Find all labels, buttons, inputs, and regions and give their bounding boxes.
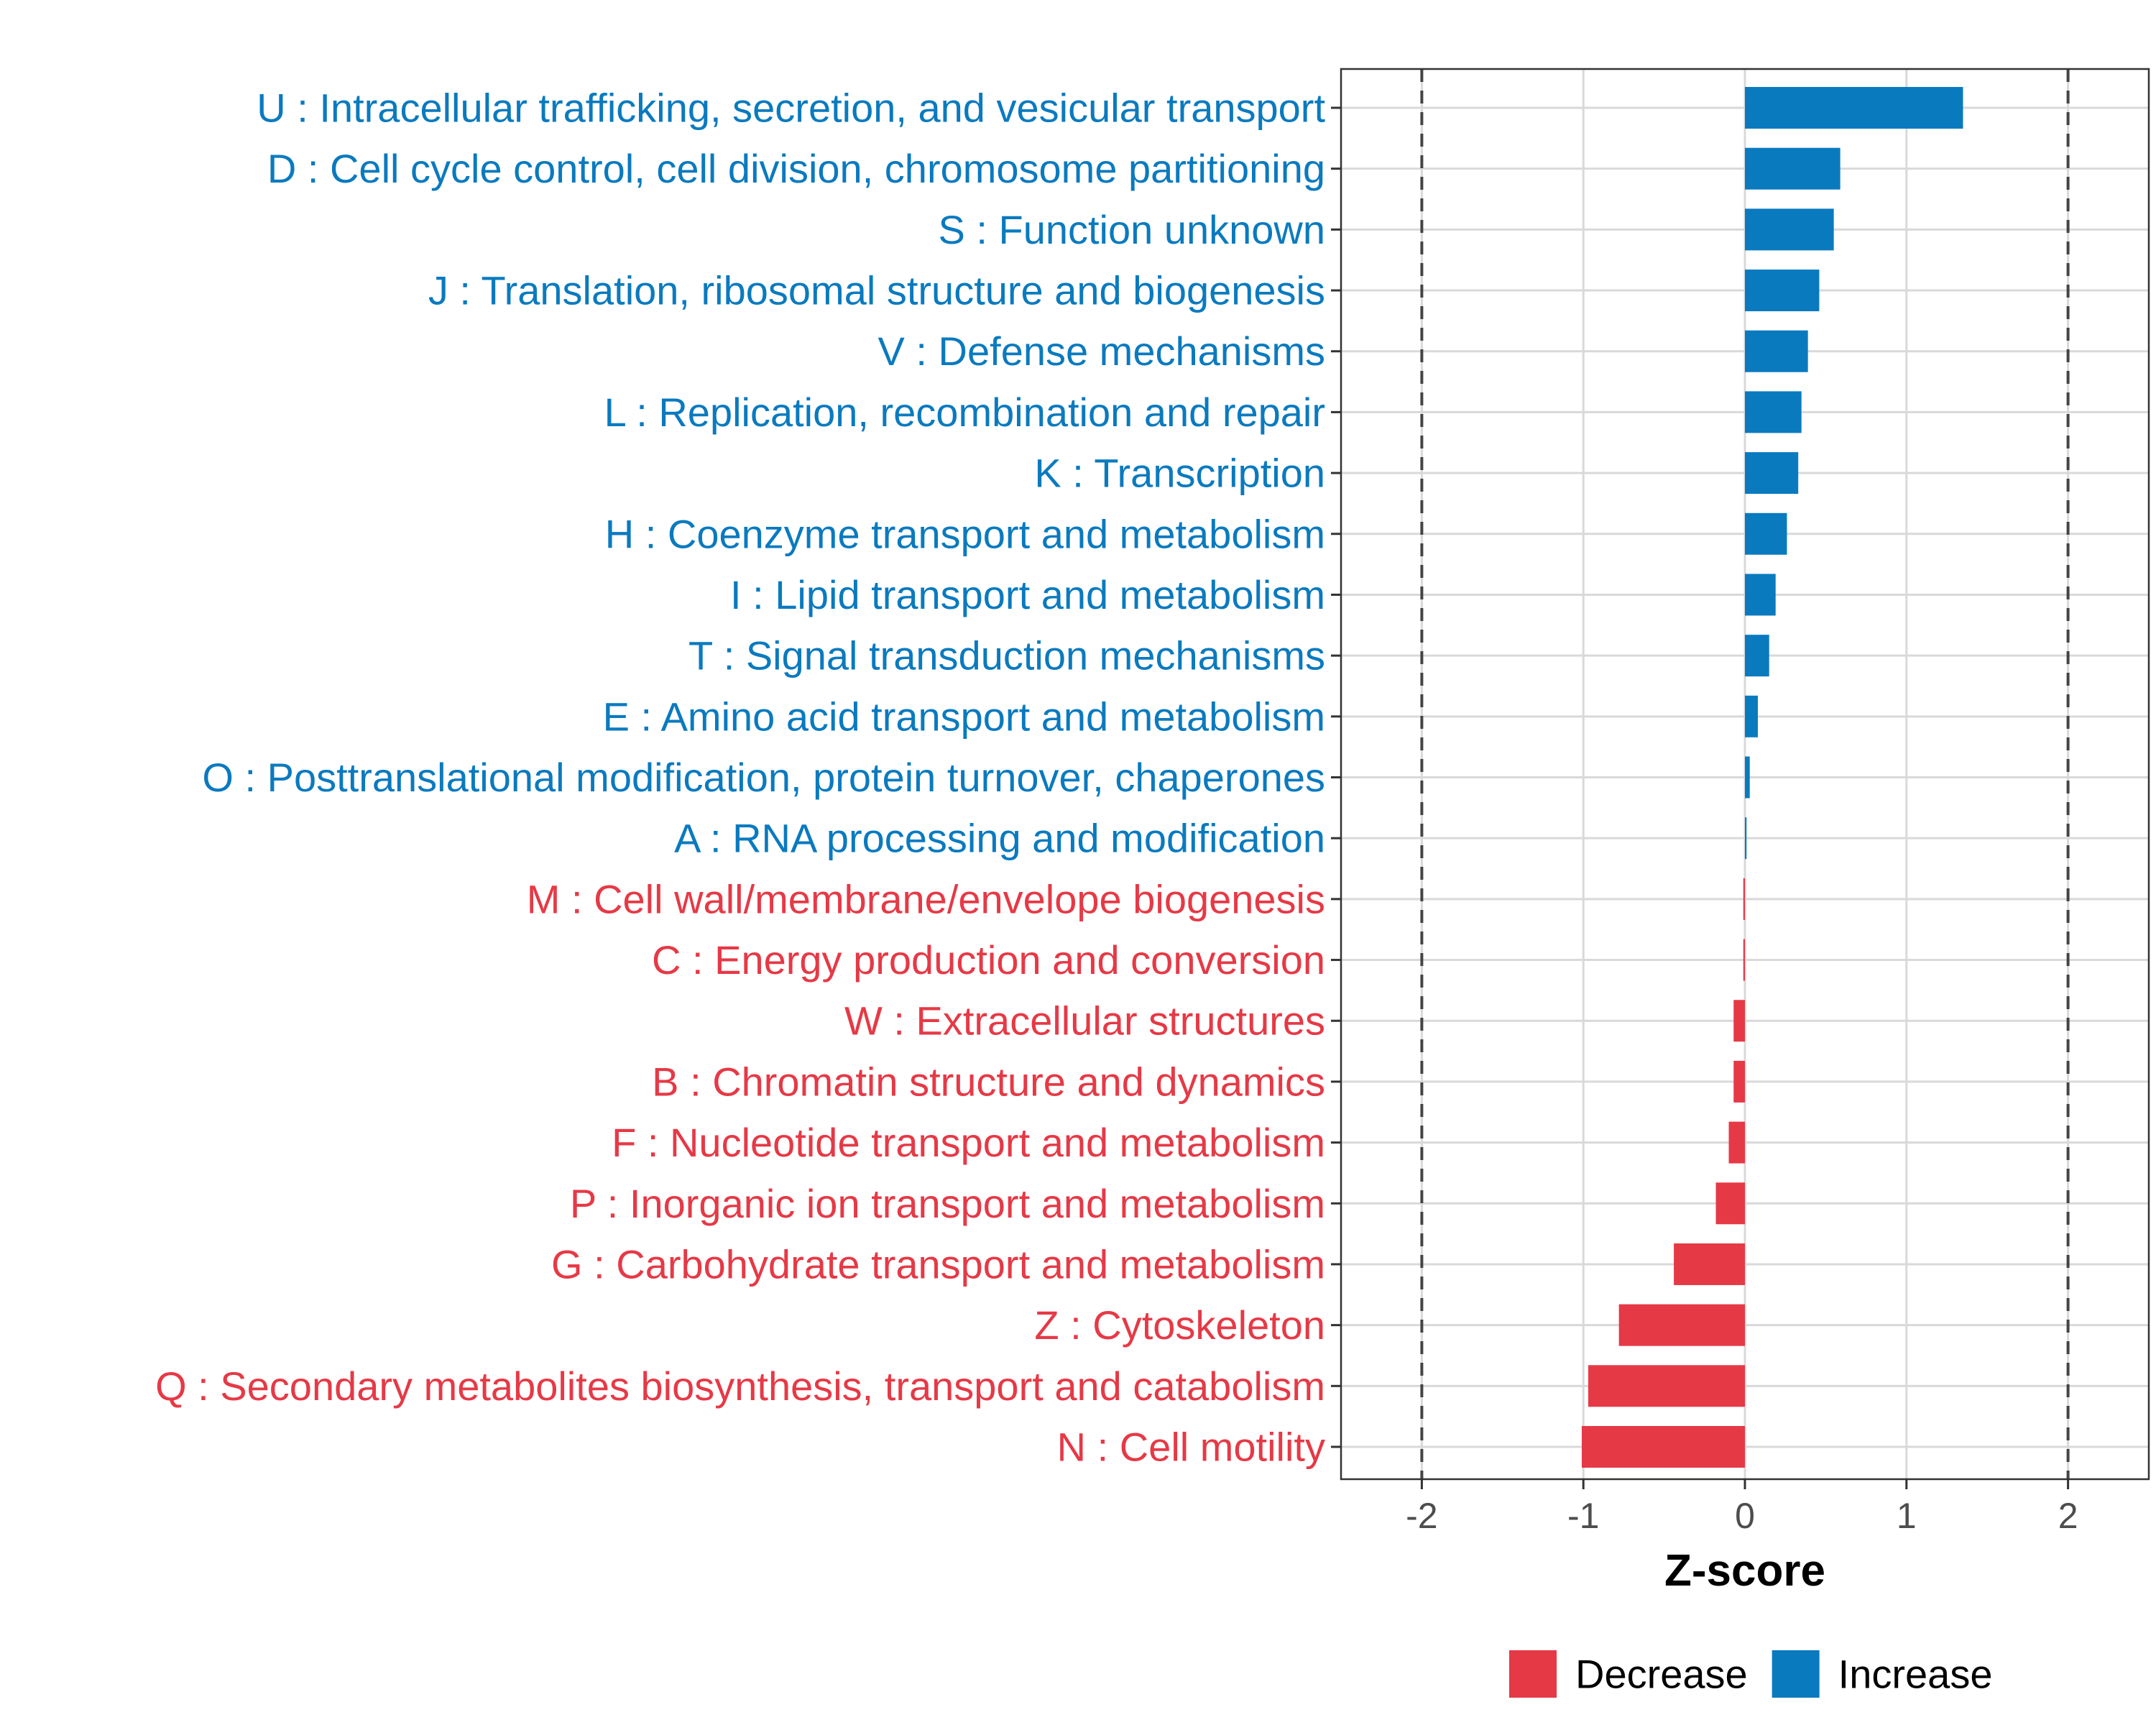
category-label: L : Replication, recombination and repai…	[604, 390, 1325, 435]
bar	[1728, 1121, 1745, 1164]
category-label: V : Defense mechanisms	[878, 328, 1325, 374]
category-label: C : Energy production and conversion	[652, 937, 1325, 983]
legend-key	[1772, 1650, 1820, 1698]
bars	[1581, 87, 1963, 1468]
category-label: A : RNA processing and modification	[674, 816, 1325, 861]
bar	[1733, 1060, 1745, 1103]
x-tick-label: 1	[1897, 1496, 1917, 1536]
category-label: M : Cell wall/membrane/envelope biogenes…	[527, 876, 1325, 921]
bar	[1743, 939, 1745, 981]
bar	[1745, 695, 1758, 737]
bar	[1733, 1000, 1745, 1042]
bar	[1745, 452, 1799, 494]
bar	[1745, 391, 1802, 433]
category-label: T : Signal transduction mechanisms	[688, 633, 1325, 678]
category-label: P : Inorganic ion transport and metaboli…	[570, 1181, 1325, 1226]
y-axis-ticks	[1331, 106, 1341, 1448]
legend-label: Decrease	[1575, 1652, 1748, 1697]
bar	[1745, 87, 1963, 129]
bar	[1745, 270, 1820, 312]
bar	[1743, 878, 1745, 920]
bar	[1588, 1365, 1745, 1407]
category-label: K : Transcription	[1034, 451, 1325, 496]
category-label: F : Nucleotide transport and metabolism	[612, 1120, 1325, 1165]
x-tick-label: -2	[1406, 1496, 1437, 1536]
category-label: S : Function unknown	[938, 207, 1325, 252]
legend: Decrease Increase	[1509, 1650, 1992, 1698]
category-label: G : Carbohydrate transport and metabolis…	[551, 1241, 1325, 1287]
category-label: W : Extracellular structures	[844, 998, 1325, 1044]
x-tick-label: 0	[1735, 1496, 1755, 1536]
bar	[1618, 1304, 1745, 1346]
x-tick-label: 2	[2058, 1496, 2078, 1536]
category-label: D : Cell cycle control, cell division, c…	[267, 146, 1325, 191]
legend-label: Increase	[1838, 1652, 1993, 1697]
bar	[1715, 1182, 1745, 1225]
category-label: E : Amino acid transport and metabolism	[603, 694, 1325, 739]
bar	[1745, 512, 1787, 555]
legend-key	[1509, 1650, 1557, 1698]
bar	[1745, 208, 1834, 251]
bar	[1745, 147, 1841, 190]
category-label: U : Intracellular trafficking, secretion…	[257, 86, 1325, 131]
category-label: Q : Secondary metabolites biosynthesis, …	[155, 1363, 1325, 1409]
category-label: Z : Cytoskeleton	[1034, 1302, 1325, 1348]
bar	[1674, 1243, 1745, 1285]
category-label: O : Posttranslational modification, prot…	[202, 755, 1325, 800]
bar	[1745, 817, 1747, 860]
bar	[1745, 330, 1808, 372]
bar	[1745, 635, 1769, 677]
x-tick-label: -1	[1567, 1496, 1599, 1536]
x-axis-ticks	[1420, 1479, 2070, 1489]
x-axis-title: Z-score	[1664, 1546, 1825, 1596]
bar	[1745, 574, 1776, 616]
bar	[1745, 756, 1750, 799]
category-label: I : Lipid transport and metabolism	[730, 572, 1325, 617]
category-labels: U : Intracellular trafficking, secretion…	[155, 86, 1325, 1470]
bar	[1581, 1426, 1745, 1468]
category-label: H : Coenzyme transport and metabolism	[605, 511, 1325, 556]
category-label: N : Cell motility	[1057, 1425, 1325, 1470]
x-tick-labels: -2 -1 0 1 2	[1406, 1496, 2078, 1536]
category-label: J : Translation, ribosomal structure and…	[428, 268, 1325, 313]
category-label: B : Chromatin structure and dynamics	[652, 1059, 1325, 1104]
reference-lines	[1420, 69, 2070, 1479]
